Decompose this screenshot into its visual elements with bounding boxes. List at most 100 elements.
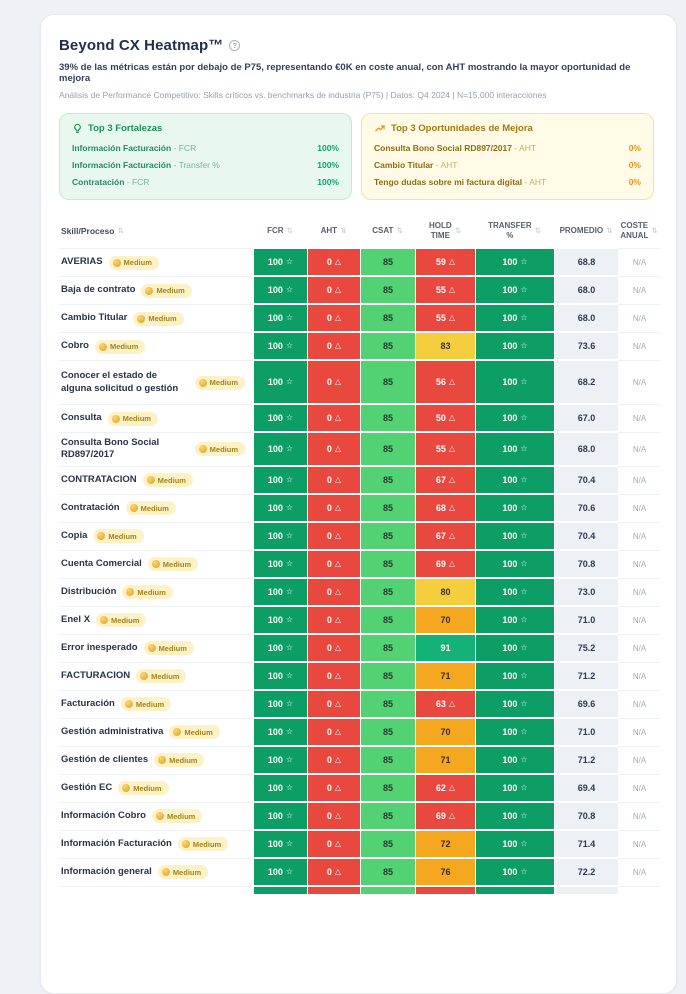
cell-aht: 0 △: [307, 404, 360, 432]
cell-transfer: 100 ☆: [475, 801, 554, 830]
priority-badge: Medium: [151, 809, 203, 824]
column-header-hold[interactable]: HOLD TIME ⇅: [415, 214, 475, 248]
warning-icon: △: [334, 530, 342, 540]
table-row[interactable]: CONTRATACION Medium 100 ☆ 0 △ 85 67 △ 100 ☆ 70.4 N/A: [59, 465, 660, 494]
table-row[interactable]: Facturación Medium 100 ☆ 0 △ 85 63 △ 100 ☆ 69.6 N/A: [59, 689, 660, 718]
column-label: PROMEDIO: [559, 226, 604, 235]
value-text: 85: [382, 670, 393, 681]
table-row[interactable]: Cobro Medium 100 ☆ 0 △ 85 83 100 ☆ 73.6 N/A: [59, 332, 660, 360]
table-row[interactable]: Conocer el estado de alguna solicitud o …: [59, 360, 660, 404]
summary-item-label: Información Facturación - Transfer %: [72, 160, 220, 170]
value-text: 68.0: [577, 285, 596, 295]
column-header-skill[interactable]: Skill/Proceso ⇅: [59, 214, 253, 248]
sort-icon[interactable]: ⇅: [651, 226, 658, 236]
cell-coste: N/A: [618, 360, 660, 404]
table-row[interactable]: Contratación Medium 100 ☆ 0 △ 85 68 △ 100 ☆ 70.6 N/A: [59, 493, 660, 522]
cell-value: 0 △: [308, 858, 360, 885]
table-row[interactable]: Error inesperado Medium 100 ☆ 0 △ 85 91 100 ☆ 75.2…: [59, 633, 660, 662]
priority-badge: Medium: [122, 585, 173, 600]
cell-fcr: 100 ☆: [253, 689, 307, 718]
star-icon: ☆: [520, 413, 528, 422]
sort-icon[interactable]: ⇅: [340, 226, 347, 236]
sort-icon[interactable]: ⇅: [606, 226, 613, 236]
skill-cell: Facturación Medium: [59, 689, 253, 718]
table-row[interactable]: Distribución Medium 100 ☆ 0 △ 85 80 100 ☆ 73.0 N/A: [59, 577, 660, 606]
sort-icon[interactable]: ⇅: [534, 226, 541, 236]
cell-strip: [475, 885, 554, 914]
star-icon: ☆: [285, 257, 294, 266]
cell-coste: N/A: [618, 404, 660, 432]
value-text: 0: [326, 257, 332, 267]
table-row[interactable]: Cambio Titular Medium 100 ☆ 0 △ 85 55 △ 100 ☆ 68.0 N…: [59, 304, 660, 332]
warning-icon: △: [334, 782, 342, 792]
column-header-fcr[interactable]: FCR ⇅: [253, 214, 307, 248]
cell-aht: 0 △: [307, 432, 360, 466]
table-row[interactable]: Consulta Bono Social RD897/2017 Medium 100…: [59, 432, 660, 466]
cell-value: 91: [416, 634, 475, 661]
table-row[interactable]: Información Facturación Medium 100 ☆ 0 △ 85 72 1…: [59, 829, 660, 858]
table-row[interactable]: Copia Medium 100 ☆ 0 △ 85 67 △ 100 ☆ 70.4 N/A: [59, 521, 660, 550]
summary-item-value: 0%: [628, 159, 641, 170]
column-header-promedio[interactable]: PROMEDIO ⇅: [554, 214, 618, 248]
priority-badge: Medium: [118, 781, 169, 796]
cell-value: 100 ☆: [476, 522, 554, 549]
table-row[interactable]: Gestión de clientes Medium 100 ☆ 0 △ 85 71 100 ☆ 7…: [59, 745, 660, 774]
value-text: N/A: [632, 615, 647, 625]
star-icon: ☆: [285, 313, 294, 322]
priority-dot-icon: [161, 868, 170, 877]
value-text: 0: [326, 502, 332, 513]
cell-fcr: 100 ☆: [253, 801, 307, 830]
table-row[interactable]: Gestión administrativa Medium 100 ☆ 0 △ 85 70 10…: [59, 717, 660, 746]
column-header-transfer[interactable]: TRANSFER % ⇅: [475, 214, 554, 248]
skill-name: Contratación: [61, 502, 120, 514]
sort-icon[interactable]: ⇅: [396, 226, 403, 236]
column-header-coste[interactable]: COSTE ANUAL ⇅: [618, 214, 660, 248]
table-row-partial: [59, 885, 660, 914]
table-row[interactable]: Información Cobro Medium 100 ☆ 0 △ 85 69 △ 100 ☆ 70…: [59, 801, 660, 830]
table-row[interactable]: Gestión EC Medium 100 ☆ 0 △ 85 62 △ 100 ☆ 69.4 N/A: [59, 773, 660, 802]
opportunities-card: Top 3 Oportunidades de Mejora Consulta B…: [361, 113, 654, 200]
cell-aht: 0 △: [307, 493, 360, 522]
help-icon[interactable]: ?: [229, 40, 241, 51]
badge-label: Medium: [122, 414, 151, 423]
sort-icon[interactable]: ⇅: [286, 226, 293, 236]
cell-hold: 70: [415, 717, 475, 746]
cell-value: N/A: [619, 635, 660, 661]
cell-hold: 55 △: [415, 276, 475, 304]
cell-hold: 59 △: [415, 248, 475, 276]
value-text: 80: [440, 586, 451, 597]
table-row[interactable]: FACTURACION Medium 100 ☆ 0 △ 85 71 100 ☆ 71.2 N/A: [59, 661, 660, 690]
warning-icon: △: [334, 726, 342, 736]
cell-transfer: 100 ☆: [475, 577, 554, 606]
value-text: N/A: [632, 727, 647, 737]
badge-label: Medium: [157, 475, 186, 485]
value-text: 100: [502, 530, 518, 541]
star-icon: ☆: [520, 866, 528, 876]
star-icon: ☆: [285, 413, 294, 422]
table-row[interactable]: Baja de contrato Medium 100 ☆ 0 △ 85 55 △ 100 ☆ 68.…: [59, 276, 660, 304]
cell-value: 69 △: [416, 802, 475, 829]
table-row[interactable]: Enel X Medium 100 ☆ 0 △ 85 70 100 ☆ 71.0 N/A: [59, 605, 660, 634]
priority-badge: Medium: [141, 283, 192, 298]
cell-value: 70.6: [555, 494, 618, 521]
table-row[interactable]: AVERIAS Medium 100 ☆ 0 △ 85 59 △ 100 ☆ 68.8 N/A: [59, 248, 660, 276]
cell-coste: N/A: [618, 432, 660, 466]
cell-csat: 85: [360, 829, 415, 858]
value-text: N/A: [632, 783, 647, 793]
star-icon: ☆: [285, 698, 294, 708]
cell-value: 0 △: [308, 774, 360, 801]
column-header-csat[interactable]: CSAT ⇅: [360, 214, 415, 248]
value-text: 100: [267, 257, 283, 267]
sort-icon[interactable]: ⇅: [454, 226, 461, 236]
table-row[interactable]: Cuenta Comercial Medium 100 ☆ 0 △ 85 69 △ 100 ☆ 70.…: [59, 549, 660, 578]
table-row[interactable]: Consulta Medium 100 ☆ 0 △ 85 50 △ 100 ☆ 67.0 N/A: [59, 404, 660, 432]
column-header-aht[interactable]: AHT ⇅: [307, 214, 360, 248]
sort-icon[interactable]: ⇅: [117, 226, 124, 236]
cell-aht: 0 △: [307, 773, 360, 802]
value-text: 0: [326, 313, 332, 323]
cell-hold: 56 △: [415, 360, 475, 404]
cell-promedio: 68.2: [554, 360, 618, 404]
value-text: 100: [502, 443, 518, 454]
cell-promedio: 73.0: [554, 577, 618, 606]
value-text: 55: [435, 285, 446, 295]
